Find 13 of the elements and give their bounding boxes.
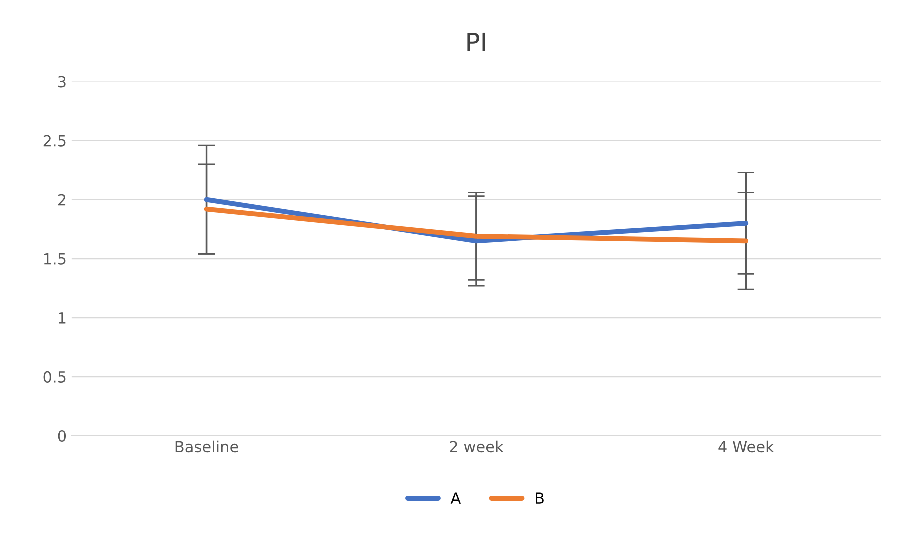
- y-tick-label: 2: [58, 194, 66, 206]
- chart-title: PI: [468, 32, 486, 52]
- y-tick-label: 0.5: [44, 371, 66, 383]
- y-tick-label: 1: [59, 312, 66, 324]
- y-tick-label: 1.5: [44, 254, 66, 265]
- legend-label: A: [450, 492, 462, 504]
- y-tick-label: 3: [58, 76, 66, 88]
- x-tick-label: 2 week: [450, 440, 504, 453]
- y-tick-label: 0: [58, 430, 66, 442]
- y-tick-label: 2.5: [44, 135, 66, 147]
- x-tick-label: Baseline: [176, 440, 238, 453]
- legend-label: B: [536, 492, 544, 504]
- x-tick-label: 4 Week: [718, 440, 774, 453]
